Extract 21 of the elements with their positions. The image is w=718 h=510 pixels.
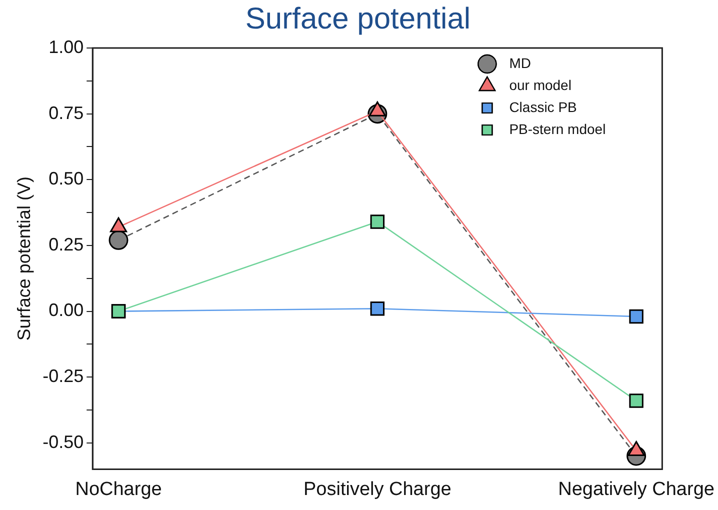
y-tick-label: -0.50 (42, 432, 84, 452)
point (108, 230, 128, 250)
x-tick-label: NoCharge (75, 478, 162, 500)
point (629, 309, 644, 324)
y-tick-label: 0.00 (48, 300, 84, 320)
legend-label: MD (509, 54, 531, 71)
point (370, 302, 385, 316)
point (370, 214, 385, 229)
y-axis-title: Surface potential (V) (14, 176, 34, 341)
y-tick-label: 0.25 (48, 234, 84, 254)
legend-label: Classic PB (509, 98, 577, 115)
legend-label: PB-stern mdoel (509, 120, 606, 137)
point (629, 394, 644, 408)
y-tick-label: 0.50 (48, 168, 84, 189)
y-tick-label: 0.75 (48, 102, 84, 123)
chart-title: Surface potential (245, 2, 471, 36)
legend-label: our model (509, 76, 572, 93)
x-tick-label: Negatively Charge (558, 478, 714, 500)
y-tick-label: -0.25 (42, 366, 84, 386)
x-tick-label: Positively Charge (303, 478, 452, 500)
y-tick-label: 1.00 (48, 36, 84, 57)
